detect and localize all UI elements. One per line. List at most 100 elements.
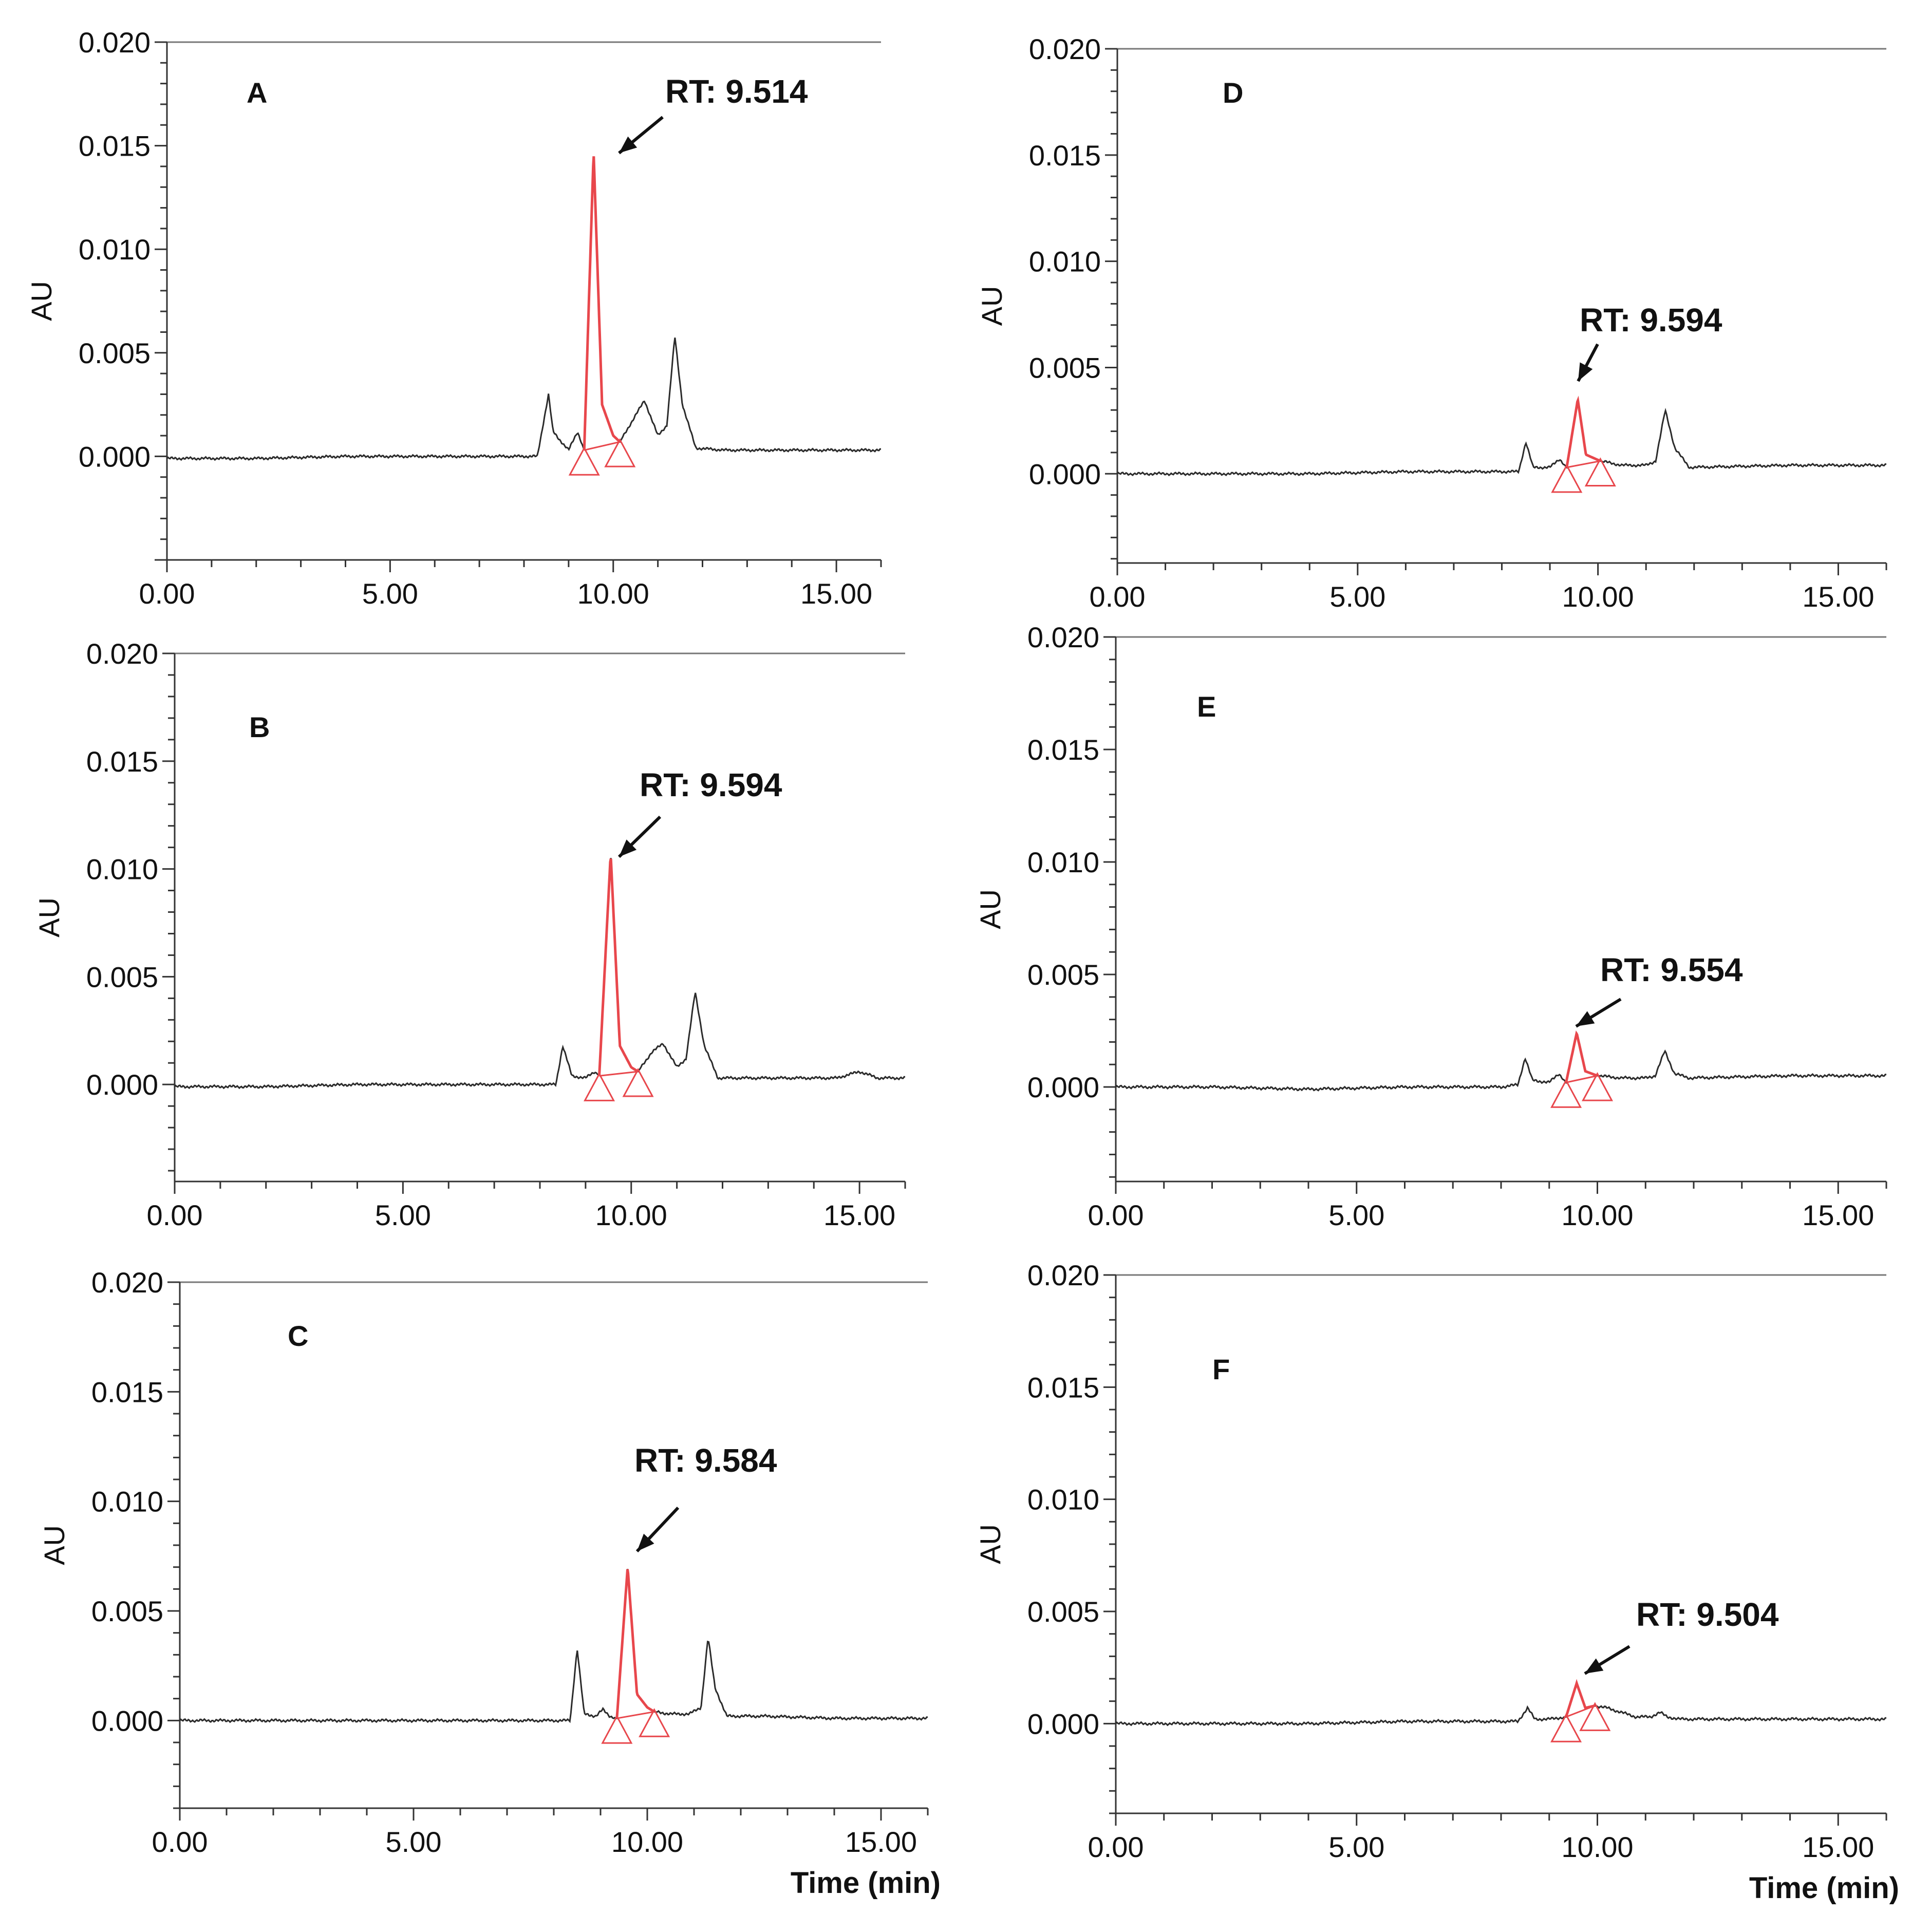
y-tick-label: 0.005 — [1027, 1596, 1099, 1628]
y-tick-label: 0.005 — [1029, 351, 1101, 384]
x-tick-label: 5.00 — [362, 577, 418, 610]
x-tick-label: 5.00 — [375, 1199, 431, 1231]
integrated-peak — [1565, 1030, 1598, 1083]
y-axis-label: AU — [33, 897, 65, 937]
x-axis-label: Time (min) — [1749, 1871, 1899, 1905]
x-tick-label: 0.00 — [1088, 1831, 1144, 1863]
x-tick-label: 0.00 — [147, 1199, 203, 1231]
peak-start-marker — [601, 1714, 633, 1744]
panel-letter: D — [1223, 77, 1243, 109]
panel-letter: C — [288, 1320, 308, 1352]
peak-baseline — [584, 441, 621, 451]
y-tick-label: 0.000 — [79, 440, 151, 473]
x-tick-label: 15.00 — [845, 1826, 917, 1858]
peak-baseline — [1566, 460, 1601, 468]
integrated-peak — [583, 156, 621, 451]
y-tick-label: 0.005 — [1027, 959, 1099, 991]
chart-panel-e: 0.00 5.00 10.00 15.00 0.000 0.005 0.010 0.015 0.… — [974, 621, 1887, 1231]
annotation-arrow-head — [637, 1533, 654, 1551]
x-tick-label: 0.00 — [1090, 580, 1146, 613]
y-tick-label: 0.015 — [86, 745, 158, 778]
y-tick-label: 0.000 — [91, 1704, 163, 1737]
chromatogram-trace — [174, 858, 905, 1090]
retention-time-label: RT: 9.594 — [640, 766, 782, 803]
x-tick-label: 5.00 — [386, 1826, 442, 1858]
y-axis-label: AU — [974, 1524, 1006, 1564]
x-tick-label: 10.00 — [1561, 1199, 1633, 1231]
y-tick-label: 0.000 — [1027, 1708, 1099, 1740]
y-tick-label: 0.005 — [91, 1595, 163, 1627]
y-tick-label: 0.015 — [79, 130, 151, 162]
y-tick-label: 0.020 — [91, 1266, 163, 1299]
peak-baseline — [1566, 1075, 1598, 1083]
integrated-peak — [598, 858, 639, 1076]
y-tick-label: 0.020 — [1027, 621, 1099, 653]
chromatogram-trace — [1115, 1032, 1886, 1092]
annotation-arrow-head — [1578, 362, 1593, 381]
chart-panel-b: 0.00 5.00 10.00 15.00 0.000 0.005 0.010 0.015 0.… — [33, 637, 906, 1231]
x-tick-label: 15.00 — [1802, 1199, 1874, 1231]
chromatogram-trace — [179, 1569, 928, 1723]
peak-baseline — [616, 1711, 654, 1719]
y-tick-label: 0.010 — [1027, 846, 1099, 878]
y-axis-label: AU — [38, 1525, 70, 1565]
y-tick-label: 0.010 — [1029, 246, 1101, 278]
retention-time-label: RT: 9.554 — [1600, 951, 1743, 988]
x-tick-label: 10.00 — [595, 1199, 667, 1231]
peak-start-marker — [584, 1072, 615, 1101]
retention-time-label: RT: 9.504 — [1636, 1596, 1779, 1633]
retention-time-label: RT: 9.594 — [1580, 302, 1722, 339]
chart-panel-f: 0.00 5.00 10.00 15.00 0.000 0.005 0.010 0.015 0.… — [974, 1259, 1899, 1905]
x-tick-label: 5.00 — [1328, 1831, 1384, 1863]
chart-panel-d: 0.00 5.00 10.00 15.00 0.000 0.005 0.010 0.015 0.… — [976, 33, 1887, 613]
chart-panel-a: 0.00 5.00 10.00 15.00 0.000 0.005 0.010 0.015 0.… — [25, 26, 882, 610]
peak-end-marker — [639, 1708, 670, 1737]
y-tick-label: 0.005 — [86, 961, 158, 993]
y-tick-label: 0.020 — [1029, 33, 1101, 65]
chart-panel-c: 0.00 5.00 10.00 15.00 0.000 0.005 0.010 0.015 0.… — [38, 1266, 941, 1900]
chromatogram-trace — [166, 160, 881, 461]
chromatogram-trace — [1116, 400, 1886, 477]
x-tick-label: 5.00 — [1328, 1199, 1384, 1231]
annotation-arrow-head — [619, 136, 638, 153]
peak-start-marker — [1550, 1079, 1582, 1108]
panel-letter: E — [1197, 690, 1216, 723]
y-tick-label: 0.015 — [91, 1376, 163, 1408]
panel-letter: F — [1212, 1353, 1230, 1385]
y-tick-label: 0.000 — [86, 1068, 158, 1101]
x-tick-label: 0.00 — [1088, 1199, 1144, 1231]
x-tick-label: 10.00 — [1561, 1831, 1633, 1863]
integrated-peak — [615, 1569, 655, 1719]
y-axis-label: AU — [974, 889, 1006, 929]
y-tick-label: 0.010 — [86, 853, 158, 886]
y-tick-label: 0.005 — [79, 337, 151, 369]
peak-start-marker — [568, 446, 600, 476]
x-axis-label: Time (min) — [791, 1866, 941, 1900]
annotation-arrow-head — [619, 839, 637, 857]
chromatogram-trace — [1115, 1682, 1887, 1727]
y-tick-label: 0.015 — [1027, 1371, 1099, 1403]
peak-start-marker — [1550, 1713, 1582, 1742]
panel-letter: B — [249, 711, 270, 743]
x-tick-label: 0.00 — [152, 1826, 208, 1858]
retention-time-label: RT: 9.584 — [634, 1442, 777, 1479]
y-tick-label: 0.010 — [1027, 1484, 1099, 1516]
peak-end-marker — [1584, 457, 1616, 486]
y-tick-label: 0.020 — [1027, 1259, 1099, 1291]
x-tick-label: 10.00 — [577, 577, 649, 610]
x-tick-label: 10.00 — [1562, 580, 1634, 613]
y-tick-label: 0.010 — [91, 1486, 163, 1518]
annotation-arrow-head — [1576, 1011, 1595, 1026]
x-tick-label: 5.00 — [1329, 580, 1385, 613]
peak-end-marker — [1579, 1702, 1611, 1731]
peak-end-marker — [622, 1067, 654, 1097]
y-tick-label: 0.015 — [1027, 734, 1099, 766]
x-tick-label: 15.00 — [1802, 1831, 1874, 1863]
y-axis-label: AU — [25, 281, 58, 321]
peak-start-marker — [1551, 463, 1583, 493]
y-tick-label: 0.000 — [1029, 458, 1101, 490]
x-tick-label: 15.00 — [823, 1199, 895, 1231]
retention-time-label: RT: 9.514 — [665, 73, 808, 110]
x-tick-label: 0.00 — [139, 577, 195, 610]
